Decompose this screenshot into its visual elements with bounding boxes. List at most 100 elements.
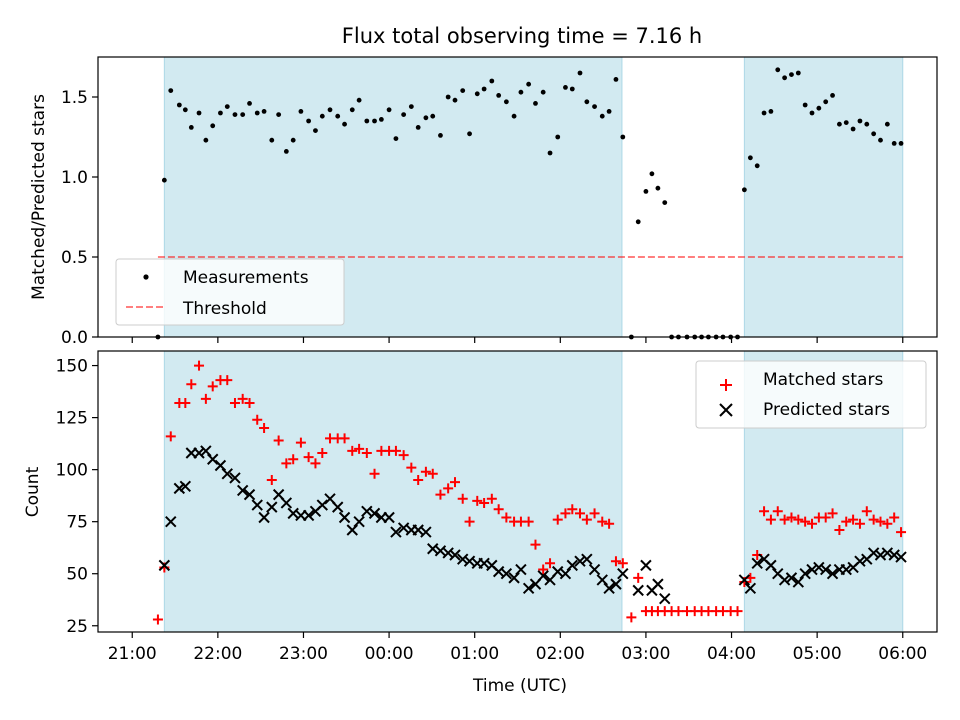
measurement-point <box>224 104 230 109</box>
predicted-star-point <box>316 499 329 511</box>
matched-star-point <box>427 468 438 479</box>
count-plot-frame <box>97 350 938 633</box>
matched-star-point <box>165 431 176 442</box>
matched-star-point <box>200 393 211 404</box>
predicted-star-point <box>243 488 256 501</box>
measurement-point <box>850 126 856 132</box>
measurement-point <box>871 131 877 137</box>
predicted-star-point <box>500 568 513 580</box>
predicted-star-point <box>158 559 171 572</box>
measurement-point <box>606 109 612 114</box>
measurement-point <box>335 113 341 119</box>
matched-star-point <box>617 558 628 569</box>
predicted-star-point <box>888 549 900 561</box>
measurements-legend-label: Measurements <box>183 268 309 288</box>
predicted-star-point <box>302 509 315 522</box>
measurement-point <box>533 101 538 106</box>
ratio-y-tick-label: 0.5 <box>61 248 88 268</box>
measurement-point <box>364 118 370 124</box>
measurement-point <box>649 171 655 177</box>
measurement-point <box>802 102 808 108</box>
predicted-star-point <box>744 582 757 594</box>
measurement-point <box>276 112 282 117</box>
measurements-legend-marker <box>143 274 149 280</box>
measurement-point <box>176 102 182 108</box>
time-x-tick-label: 06:00 <box>878 644 927 664</box>
matched-star-point <box>530 539 541 550</box>
time-x-tick-label: 22:00 <box>193 644 242 664</box>
matched-star-point <box>765 514 776 525</box>
predicted-star-point <box>874 549 887 561</box>
measurement-point <box>555 134 561 140</box>
matched-star-point <box>626 612 637 623</box>
measurement-point <box>823 99 829 105</box>
predicted-star-point <box>251 499 263 511</box>
time-x-tick-label: 05:00 <box>793 644 842 664</box>
time-x-tick-label: 02:00 <box>536 644 585 664</box>
measurement-point <box>878 137 883 143</box>
count-y-tick-label: 50 <box>66 565 88 585</box>
matched-star-point <box>834 525 845 536</box>
measurement-point <box>210 123 216 129</box>
matched-star-point <box>443 483 454 494</box>
measurement-point <box>393 136 399 142</box>
matched-star-point <box>759 506 770 517</box>
predicted-star-point <box>617 568 629 580</box>
matched-star-point <box>581 514 592 525</box>
predicted-stars-points <box>158 445 907 605</box>
time-x-tick-label: 21:00 <box>108 644 157 664</box>
matched-star-point <box>772 506 783 517</box>
measurement-point <box>430 113 436 119</box>
predicted-stars-legend-label: Predicted stars <box>763 400 890 420</box>
matched-star-point <box>398 450 409 461</box>
matched-star-point <box>854 518 865 529</box>
time-x-tick-label: 23:00 <box>279 644 328 664</box>
measurement-point <box>592 104 597 109</box>
count-legend-box <box>695 360 927 429</box>
measurement-point <box>843 120 849 125</box>
ratio-shaded-span <box>743 56 904 338</box>
measurement-point <box>503 99 509 105</box>
measurement-point <box>319 113 325 119</box>
measurement-point <box>563 85 568 90</box>
predicted-star-point <box>738 574 751 586</box>
count-y-tick-label: 75 <box>66 513 88 533</box>
matched-star-point <box>486 493 497 504</box>
matched-star-point <box>501 512 512 523</box>
predicted-star-point <box>559 568 572 580</box>
measurement-point <box>161 177 167 183</box>
matched-star-point <box>848 514 859 525</box>
predicted-star-point <box>659 592 671 605</box>
count-legend: Matched stars Predicted stars <box>695 360 927 429</box>
ratio-legend: Measurements Threshold <box>115 258 345 326</box>
measurement-point <box>789 72 794 77</box>
predicted-star-point <box>813 561 825 574</box>
matched-star-point <box>207 381 218 392</box>
time-x-label: Time (UTC) <box>472 676 567 696</box>
measurement-point <box>620 134 626 140</box>
measurement-point <box>232 112 238 117</box>
matched-stars-legend-marker <box>720 379 732 391</box>
time-x-tick-label: 03:00 <box>621 644 670 664</box>
predicted-star-point <box>610 578 622 590</box>
matched-star-point <box>875 516 886 527</box>
predicted-star-point <box>258 511 270 524</box>
predicted-star-point <box>854 555 866 567</box>
measurement-point <box>782 75 788 81</box>
matched-star-point <box>369 468 380 479</box>
measurement-point <box>816 105 822 111</box>
matched-star-point <box>281 458 292 469</box>
measurement-point <box>864 121 870 127</box>
measurement-point <box>378 117 384 122</box>
matched-star-point <box>347 445 358 456</box>
ratio-x-ticks <box>131 337 904 343</box>
measurement-point <box>496 93 502 98</box>
matched-star-point <box>820 512 831 523</box>
predicted-star-point <box>338 511 351 524</box>
predicted-star-point <box>881 547 894 559</box>
predicted-star-point <box>588 563 601 576</box>
measurement-point <box>467 131 472 137</box>
measurement-point <box>415 125 421 130</box>
count-shaded-span <box>163 350 623 633</box>
predicted-star-point <box>581 553 593 565</box>
